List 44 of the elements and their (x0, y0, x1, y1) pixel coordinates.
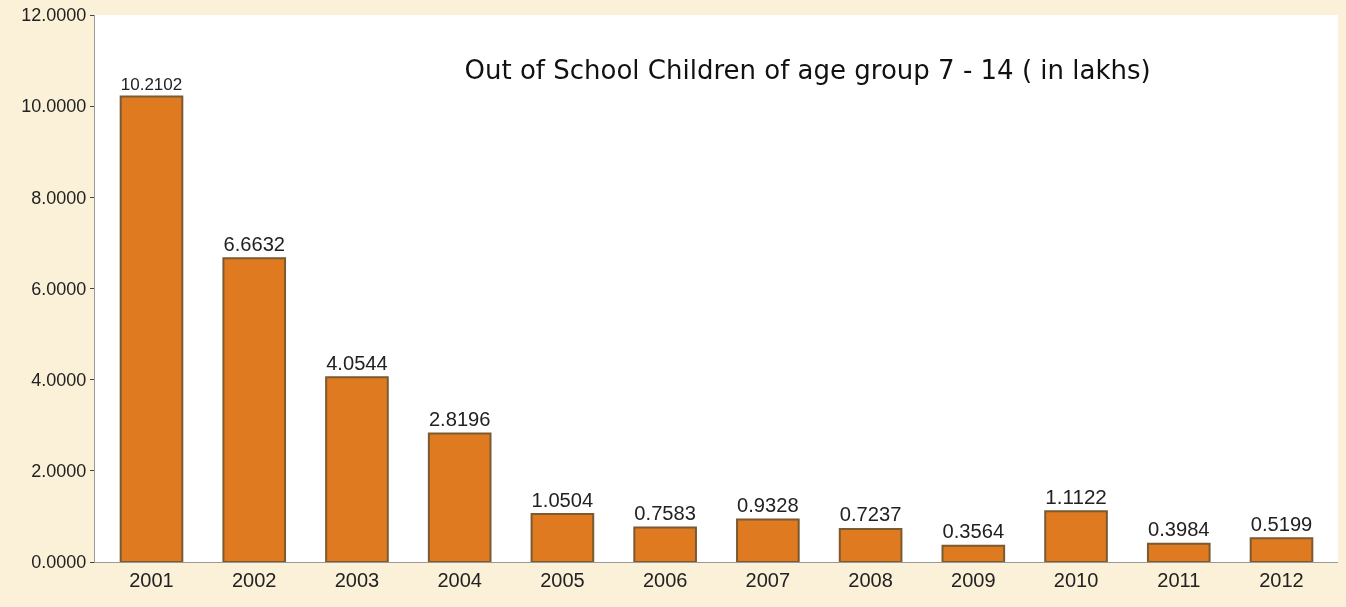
x-tick-label: 2011 (1157, 569, 1201, 591)
x-tick-label: 2007 (745, 569, 791, 591)
data-label: 0.5199 (1250, 512, 1313, 535)
y-tick-label: 6.0000 (31, 278, 87, 299)
x-tick-label: 2001 (129, 569, 174, 591)
data-label: 10.2102 (120, 74, 183, 94)
bar (941, 544, 1006, 562)
y-tick-label: 8.0000 (31, 187, 87, 208)
data-label: 0.9328 (737, 493, 799, 516)
bar (838, 528, 903, 562)
x-tick-label: 2003 (334, 569, 380, 591)
y-tick-label: 0.0000 (31, 552, 87, 573)
data-label: 4.0544 (326, 351, 388, 374)
x-tick-label: 2002 (231, 569, 277, 591)
data-label: 1.0504 (531, 488, 594, 511)
y-tick-label: 2.0000 (31, 461, 87, 482)
bar (530, 513, 595, 562)
x-tick-label: 2012 (1259, 569, 1304, 591)
bar (222, 257, 287, 562)
y-tick-label: 4.0000 (31, 369, 87, 390)
data-label: 0.7583 (634, 501, 696, 524)
x-tick-label: 2005 (540, 569, 585, 591)
bar (633, 526, 697, 562)
bar (736, 518, 800, 562)
x-tick-label: 2008 (848, 569, 893, 591)
data-label: 6.6632 (223, 232, 286, 255)
x-tick-label: 2004 (437, 569, 482, 591)
x-tick-label: 2006 (642, 569, 688, 591)
y-tick-label: 10.0000 (21, 96, 87, 117)
data-label: 1.1122 (1045, 484, 1107, 508)
bar (427, 432, 492, 562)
x-tick-label: 2009 (951, 569, 996, 591)
text: Out of School Children of age group 7 - 14 ( in lakhs) (464, 54, 1151, 85)
bar (119, 95, 184, 562)
data-label: 2.8196 (428, 407, 491, 430)
bar (1044, 510, 1108, 562)
bar (1249, 537, 1314, 562)
x-tick-label: 2010 (1053, 569, 1099, 591)
bar (325, 376, 389, 562)
data-label: 0.7237 (839, 503, 902, 526)
data-label: 0.3984 (1147, 518, 1210, 541)
data-label: 0.3564 (942, 520, 1005, 543)
y-tick-label: 12.0000 (21, 5, 87, 26)
bar (1146, 542, 1211, 562)
